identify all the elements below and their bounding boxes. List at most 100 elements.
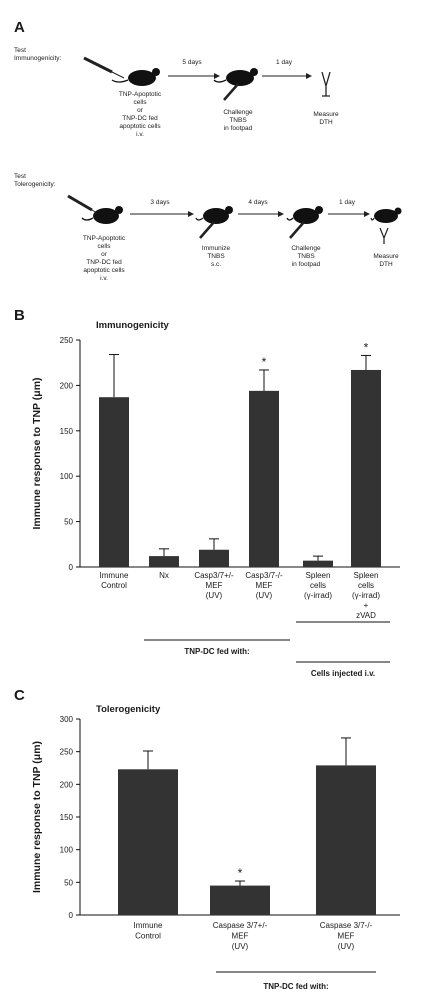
category-label: Casp3/7-/-: [245, 571, 283, 580]
row2-inject-label: TNP-Apoptotic cells or TNP-DC fed apopto…: [83, 235, 126, 282]
category-label: (UV): [338, 942, 355, 951]
y-tick-label: 200: [60, 381, 74, 390]
inject-line: TNP-DC fed: [86, 259, 122, 266]
inject-line: or: [137, 107, 144, 114]
panel-label-a: A: [14, 19, 25, 36]
y-tick-label: 100: [60, 846, 74, 855]
inject-line: or: [101, 251, 108, 258]
category-label: Nx: [159, 571, 169, 580]
group-bracket-dc-b: TNP-DC fed with:: [144, 639, 290, 656]
chart-tolerogenicity: Tolerogenicity 0 50 100 150 200 250 300 Immune r…: [31, 704, 400, 951]
category-label: Caspase 3/7+/-: [213, 921, 268, 930]
category-label: cells: [358, 581, 374, 590]
bar: [118, 769, 178, 915]
y-tick-label: 50: [64, 878, 73, 887]
footpad-icon: [321, 71, 331, 97]
immunize-line: TNBS: [207, 253, 225, 260]
row2-immunize-label: Immunize TNBS s.c.: [202, 245, 231, 268]
category-label: cells: [310, 581, 326, 590]
arrow-icon: [262, 73, 312, 79]
y-tick-label: 150: [60, 427, 74, 436]
challenge-line: TNBS: [229, 117, 247, 124]
category-label: zVAD: [356, 611, 376, 620]
inject-line: i.v.: [136, 131, 144, 138]
category-label: Caspase 3/7-/-: [320, 921, 373, 930]
bar: [351, 369, 381, 567]
row1-header: Test Immunogenicity:: [14, 47, 62, 62]
test-label: Test: [14, 173, 26, 180]
category-label: MEF: [206, 581, 223, 590]
y-axis-label: Immune response to TNP (μm): [31, 741, 43, 893]
arrow-icon: [328, 211, 370, 217]
inject-line: TNP-Apoptotic: [119, 91, 162, 98]
category-label: (γ-irrad): [352, 591, 380, 600]
bar: [316, 765, 376, 915]
challenge-line: in footpad: [292, 261, 321, 268]
y-tick-label: 250: [60, 336, 74, 345]
panel-label-c: C: [14, 687, 25, 704]
mouse-icon: [370, 207, 402, 223]
category-label: Control: [135, 932, 161, 941]
category-label: Spleen: [306, 571, 331, 580]
chart-immunogenicity: Immunogenicity 0 50 100 150 200 250 Immune resp…: [31, 320, 400, 620]
challenge-line: TNBS: [297, 253, 315, 260]
row2-measure-label: Measure DTH: [373, 253, 399, 268]
category-label: Immune: [100, 571, 129, 580]
arrow-label: 5 days: [182, 59, 202, 66]
arrow-label: 1 day: [339, 199, 356, 206]
category-label: Spleen: [354, 571, 379, 580]
category-label: +: [364, 601, 369, 610]
group-label: TNP-DC fed with:: [184, 647, 249, 656]
category-label: (UV): [232, 942, 249, 951]
inject-line: apoptotic cells: [83, 267, 125, 274]
y-tick-label: 0: [69, 563, 74, 572]
arrow-label: 4 days: [248, 199, 268, 206]
bar: [149, 556, 179, 567]
syringe-icon: [199, 221, 215, 239]
test-type-label: Tolerogenicity:: [14, 181, 56, 188]
mouse-icon: [213, 68, 258, 86]
immunize-line: Immunize: [202, 245, 231, 252]
bar: [249, 390, 279, 567]
category-label: MEF: [338, 932, 355, 941]
group-bracket-dc-c: TNP-DC fed with:: [216, 971, 376, 991]
arrow-icon: [130, 211, 194, 217]
inject-line: cells: [97, 243, 111, 250]
category-label: Control: [101, 581, 127, 590]
bar: [199, 549, 229, 567]
category-label: Casp3/7+/-: [194, 571, 234, 580]
chart-title: Tolerogenicity: [96, 704, 161, 715]
syringe-icon: [83, 56, 125, 79]
y-tick-label: 200: [60, 780, 74, 789]
arrow-label: 1 day: [276, 59, 293, 66]
y-tick-label: 100: [60, 472, 74, 481]
arrow-icon: [238, 211, 284, 217]
significance-marker: *: [262, 355, 267, 369]
measure-line: DTH: [319, 119, 333, 126]
mouse-icon: [195, 206, 233, 224]
immunize-line: s.c.: [211, 261, 221, 268]
category-label: (UV): [206, 591, 223, 600]
inject-line: cells: [133, 99, 147, 106]
inject-line: i.v.: [100, 275, 108, 282]
row2-challenge-label: Challenge TNBS in footpad: [291, 245, 321, 268]
group-label: TNP-DC fed with:: [263, 982, 328, 991]
chart-title: Immunogenicity: [96, 320, 170, 331]
category-label: Immune: [134, 921, 163, 930]
arrow-label: 3 days: [150, 199, 170, 206]
mouse-icon: [286, 206, 323, 224]
y-tick-label: 250: [60, 748, 74, 757]
category-label: (γ-irrad): [304, 591, 332, 600]
test-type-label: Immunogenicity:: [14, 55, 62, 62]
measure-line: Measure: [313, 111, 339, 118]
syringe-icon: [289, 221, 305, 239]
test-label: Test: [14, 47, 26, 54]
challenge-line: in footpad: [224, 125, 253, 132]
measure-line: Measure: [373, 253, 399, 260]
challenge-line: Challenge: [291, 245, 321, 252]
group-bracket-cells-b: Cells injected i.v.: [296, 621, 390, 678]
panel-label-b: B: [14, 307, 25, 324]
syringe-icon: [223, 83, 239, 101]
mouse-icon: [81, 206, 123, 224]
